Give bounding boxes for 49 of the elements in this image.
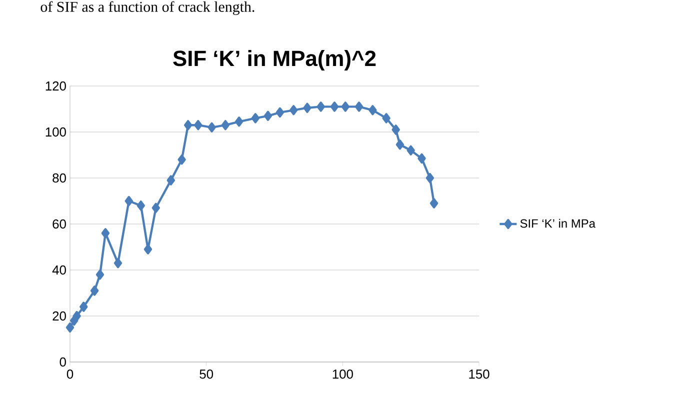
point: [166, 175, 175, 186]
point: [382, 113, 390, 124]
point: [221, 120, 230, 130]
point: [368, 105, 377, 116]
y-tick-label: 120: [46, 81, 66, 91]
x-tick-label: 0: [66, 370, 74, 379]
point: [66, 322, 74, 333]
point: [430, 198, 438, 208]
y-tick-label: 80: [52, 173, 66, 183]
point: [184, 120, 192, 130]
point: [276, 107, 284, 118]
point: [72, 310, 81, 322]
point: [124, 196, 133, 206]
point: [144, 244, 152, 254]
y-tick-label: 20: [52, 311, 66, 321]
point: [152, 202, 160, 213]
point: [289, 105, 298, 116]
point: [330, 102, 339, 112]
point: [234, 116, 244, 127]
point: [264, 110, 272, 121]
point: [136, 200, 145, 211]
y-tick-label: 60: [52, 219, 66, 229]
chart-title: SIF ‘K’ in MPa(m)^2: [173, 50, 376, 70]
point: [418, 153, 426, 164]
x-tick-label: 100: [332, 370, 353, 379]
point: [208, 122, 216, 132]
y-tick-label: 40: [52, 265, 66, 275]
point: [251, 113, 260, 124]
point: [316, 102, 325, 112]
point: [354, 102, 364, 112]
point: [101, 228, 110, 238]
x-tick-label: 50: [200, 370, 214, 379]
point: [426, 172, 434, 184]
text: of SIF as a function of crack length.: [40, 1, 254, 15]
point: [194, 120, 202, 130]
y-tick-label: 0: [60, 357, 66, 367]
point: [406, 145, 415, 156]
point: [178, 154, 186, 165]
point: [303, 102, 312, 113]
point: [90, 286, 99, 296]
point: [341, 102, 350, 112]
point: [396, 140, 404, 150]
y-tick-label: 100: [46, 127, 66, 137]
point: [80, 302, 88, 312]
legend-label: SIF ‘K’ in MPa: [520, 218, 596, 228]
point: [392, 124, 400, 135]
point: [114, 258, 122, 268]
point: [96, 270, 104, 280]
x-tick-label: 150: [469, 370, 490, 379]
